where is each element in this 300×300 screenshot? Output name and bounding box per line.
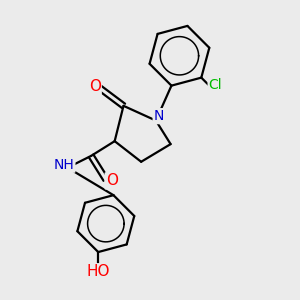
Text: O: O	[106, 173, 118, 188]
Text: O: O	[88, 79, 101, 94]
Text: Cl: Cl	[208, 78, 222, 92]
Text: N: N	[154, 109, 164, 123]
Text: HO: HO	[86, 264, 110, 279]
Text: NH: NH	[54, 158, 74, 172]
